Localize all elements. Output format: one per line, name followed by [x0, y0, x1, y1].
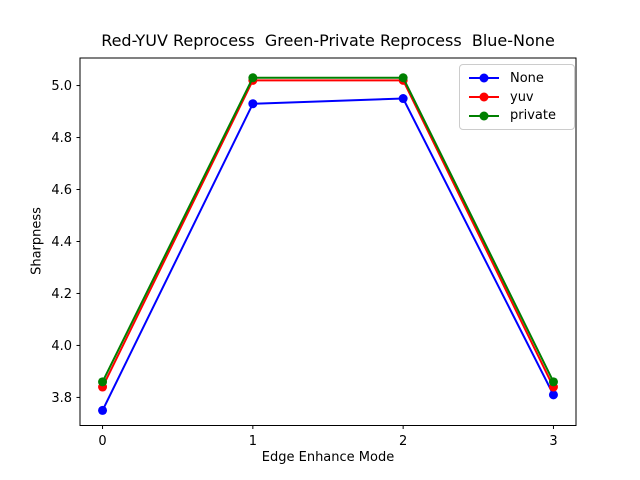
legend-line-marker-icon: [469, 73, 499, 83]
y-tick-label: 4.8: [51, 131, 72, 146]
y-tick-label: 4.0: [51, 339, 72, 354]
legend-entry-none: None: [468, 69, 566, 88]
marker-private: [548, 377, 558, 387]
marker-none: [248, 99, 258, 109]
legend-label-private: private: [510, 108, 556, 124]
legend-label-yuv: yuv: [510, 89, 534, 105]
series-line-yuv: [101, 79, 555, 389]
marker-private: [398, 73, 408, 83]
y-tick-label: 5.0: [51, 79, 72, 94]
legend-line-marker-icon: [469, 111, 499, 121]
marker-none: [98, 405, 108, 415]
y-tick-label: 4.2: [51, 287, 72, 302]
legend-entry-private: private: [468, 106, 566, 125]
legend-line-marker-icon: [469, 92, 499, 102]
legend: None yuv private: [459, 64, 575, 130]
marker-private: [248, 73, 258, 83]
series-line-none: [101, 97, 555, 412]
marker-none: [548, 390, 558, 400]
legend-label-none: None: [510, 70, 544, 86]
x-tick-label: 2: [399, 434, 407, 449]
y-tick-label: 4.6: [51, 183, 72, 198]
marker-none: [398, 94, 408, 104]
x-axis-label: Edge Enhance Mode: [261, 450, 395, 465]
chart-title: Red-YUV Reprocess Green-Private Reproces…: [101, 31, 555, 50]
y-tick-label: 3.8: [51, 391, 72, 406]
x-tick-label: 3: [549, 434, 557, 449]
legend-entry-yuv: yuv: [468, 88, 566, 107]
x-tick-label: 1: [249, 434, 257, 449]
y-tick-label: 4.4: [51, 235, 72, 250]
x-tick-label: 0: [98, 434, 106, 449]
marker-private: [98, 377, 108, 387]
series-line-private: [101, 76, 555, 383]
